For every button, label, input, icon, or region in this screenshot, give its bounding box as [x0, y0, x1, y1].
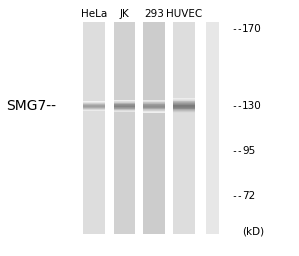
Bar: [173, 109, 195, 110]
Bar: [173, 111, 195, 112]
Bar: [114, 100, 135, 101]
Bar: [83, 102, 106, 103]
Text: 130: 130: [242, 101, 262, 111]
Bar: [83, 110, 106, 111]
Bar: [114, 109, 135, 110]
Text: 170: 170: [242, 24, 262, 35]
Bar: [83, 105, 106, 106]
Text: --: --: [232, 24, 243, 35]
Bar: [173, 103, 195, 104]
Bar: [114, 102, 135, 103]
Bar: [173, 101, 195, 102]
Bar: [114, 105, 135, 106]
Bar: [143, 102, 165, 103]
Bar: [173, 22, 195, 234]
Bar: [143, 106, 165, 107]
Bar: [173, 98, 195, 99]
Bar: [114, 107, 135, 108]
Bar: [114, 104, 135, 105]
Bar: [143, 109, 165, 110]
Bar: [114, 110, 135, 111]
Bar: [143, 103, 165, 104]
Text: 72: 72: [242, 191, 255, 201]
Bar: [143, 101, 165, 102]
Bar: [143, 112, 165, 113]
Text: HUVEC: HUVEC: [166, 9, 202, 19]
Bar: [143, 111, 165, 112]
Bar: [83, 103, 106, 104]
Bar: [114, 101, 135, 102]
Bar: [114, 103, 135, 104]
Text: 95: 95: [242, 146, 255, 156]
Bar: [173, 99, 195, 100]
Text: JK: JK: [119, 9, 129, 19]
Bar: [83, 108, 106, 109]
Bar: [173, 102, 195, 103]
Bar: [83, 109, 106, 110]
Bar: [114, 111, 135, 112]
Bar: [173, 106, 195, 107]
Bar: [173, 100, 195, 101]
Text: SMG7--: SMG7--: [6, 99, 56, 113]
Bar: [173, 105, 195, 106]
Bar: [83, 104, 106, 105]
Text: 293: 293: [144, 9, 164, 19]
Bar: [143, 108, 165, 109]
Bar: [143, 22, 165, 234]
Text: --: --: [232, 191, 243, 201]
Bar: [143, 100, 165, 101]
Bar: [173, 104, 195, 105]
Bar: [173, 110, 195, 111]
Text: --: --: [232, 101, 243, 111]
Bar: [173, 107, 195, 108]
Bar: [114, 106, 135, 107]
Bar: [143, 110, 165, 111]
Text: --: --: [232, 146, 243, 156]
Bar: [83, 101, 106, 102]
Bar: [143, 104, 165, 105]
Bar: [173, 112, 195, 113]
Bar: [143, 107, 165, 108]
Bar: [83, 106, 106, 107]
Bar: [83, 107, 106, 108]
Bar: [114, 108, 135, 109]
Bar: [206, 22, 219, 234]
Text: (kD): (kD): [242, 227, 264, 237]
Bar: [114, 22, 135, 234]
Bar: [83, 22, 106, 234]
Bar: [173, 108, 195, 109]
Text: HeLa: HeLa: [81, 9, 107, 19]
